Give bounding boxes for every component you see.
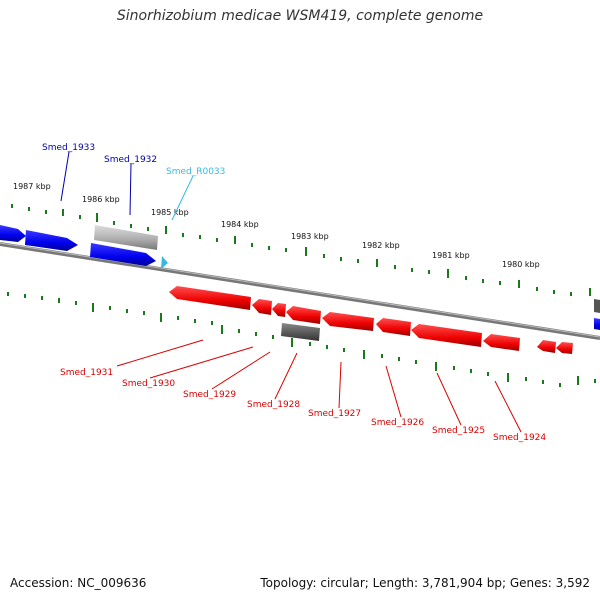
lower-ruler <box>7 292 596 387</box>
ruler-label: 1981 kbp <box>432 251 470 260</box>
ruler-label: 1980 kbp <box>502 260 540 269</box>
gene-label-reverse[interactable]: Smed_1924 <box>493 433 546 443</box>
gene-arrow-reverse[interactable] <box>411 324 482 347</box>
gene-label-reverse[interactable]: Smed_1925 <box>432 426 485 436</box>
gene-label-forward[interactable]: Smed_1933 <box>42 143 95 153</box>
ruler-label: 1983 kbp <box>291 232 329 241</box>
map-title: Sinorhizobium medicae WSM419, complete g… <box>116 8 484 24</box>
rna-gene-forward[interactable] <box>161 256 168 269</box>
reverse-genes <box>169 286 573 354</box>
gene-arrow-reverse[interactable] <box>322 312 374 331</box>
ruler-label: 1984 kbp <box>221 220 259 229</box>
gene-arrow-reverse[interactable] <box>252 299 272 315</box>
gene-arrow-forward[interactable] <box>594 299 600 313</box>
gene-arrow-forward[interactable] <box>0 225 26 242</box>
gene-label-reverse[interactable]: Smed_1929 <box>183 390 236 400</box>
gene-label-reverse[interactable]: Smed_1927 <box>308 409 361 419</box>
gene-label-reverse[interactable]: Smed_1930 <box>122 379 175 389</box>
upper-ruler <box>11 204 591 296</box>
ruler-label: 1982 kbp <box>362 241 400 250</box>
gene-arrow-forward[interactable] <box>25 230 78 251</box>
gene-arrow-reverse[interactable] <box>169 286 251 310</box>
ruler-label: 1985 kbp <box>151 208 189 217</box>
genome-backbone-highlight <box>0 242 600 338</box>
gene-label-forward[interactable]: Smed_1932 <box>104 155 157 165</box>
accession-text: Accession: NC_009636 <box>10 576 147 590</box>
gene-label-rna[interactable]: Smed_R0033 <box>166 167 225 177</box>
gene-arrow-reverse[interactable] <box>537 340 556 353</box>
pseudogene-reverse[interactable] <box>281 323 320 341</box>
ruler-label: 1986 kbp <box>82 195 120 204</box>
gene-arrow-reverse[interactable] <box>376 318 411 336</box>
gene-arrow-reverse[interactable] <box>286 306 321 324</box>
gene-label-reverse[interactable]: Smed_1928 <box>247 400 300 410</box>
genome-summary-text: Topology: circular; Length: 3,781,904 bp… <box>260 576 590 590</box>
pseudogene-forward[interactable] <box>94 225 158 250</box>
forward-genes <box>0 225 600 330</box>
gene-arrow-forward[interactable] <box>90 243 156 266</box>
label-leaders-forward <box>60 151 132 216</box>
ruler-label: 1987 kbp <box>13 182 51 191</box>
gene-arrow-reverse[interactable] <box>272 303 286 317</box>
gene-arrow-reverse[interactable] <box>483 334 520 351</box>
label-leaders-reverse <box>116 339 522 433</box>
gene-arrow-reverse[interactable] <box>556 342 573 354</box>
gene-arrow-forward[interactable] <box>594 318 600 330</box>
gene-label-reverse[interactable]: Smed_1926 <box>371 418 424 428</box>
gene-label-reverse[interactable]: Smed_1931 <box>60 368 113 378</box>
genome-backbone <box>0 242 600 340</box>
label-leader-rna <box>171 175 194 221</box>
